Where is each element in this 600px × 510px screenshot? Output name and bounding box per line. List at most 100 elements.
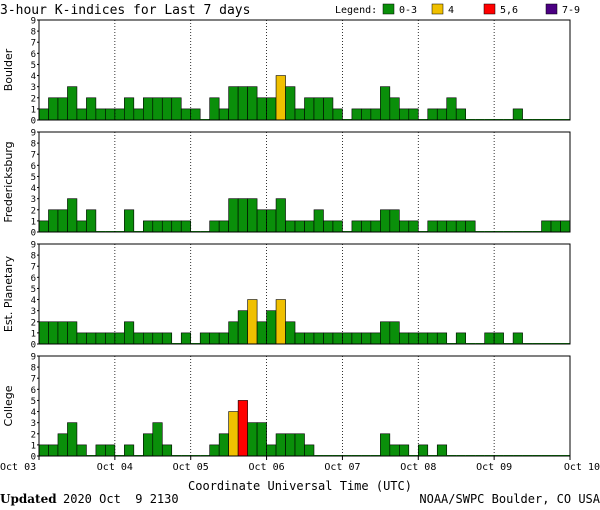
k-index-bar [105, 332, 116, 345]
station-label: Est. Planetary [2, 255, 15, 332]
k-index-bar [152, 332, 163, 345]
y-tick-label: 1 [31, 217, 36, 227]
y-tick-label: 4 [31, 184, 36, 194]
k-index-bar [209, 220, 220, 233]
panel-frame [38, 19, 571, 121]
y-tick-label: 8 [31, 252, 36, 262]
k-index-bar [57, 433, 68, 457]
station-label: Boulder [2, 48, 15, 91]
y-tick-label: 9 [31, 129, 36, 139]
y-tick-label: 0 [31, 453, 36, 463]
k-index-bar [304, 332, 315, 345]
k-index-bar [313, 332, 324, 345]
k-index-bar [48, 209, 59, 233]
k-index-bar [67, 321, 78, 345]
k-index-bar [427, 332, 438, 345]
k-index-bar [323, 220, 334, 233]
k-index-bar [323, 332, 334, 345]
k-index-bar [275, 75, 286, 121]
legend-swatch [431, 3, 444, 15]
k-index-bar [285, 86, 296, 121]
y-tick-label: 3 [31, 419, 36, 429]
k-index-bar [67, 86, 78, 121]
k-index-bar [436, 108, 448, 121]
y-tick-label: 1 [31, 441, 36, 451]
k-index-bar [285, 220, 296, 233]
chart-title: 3-hour K-indices for Last 7 days [0, 3, 250, 18]
y-tick-label: 5 [31, 285, 36, 295]
k-index-bar [247, 299, 258, 345]
k-index-bar [389, 97, 400, 121]
k-index-bar [152, 97, 163, 121]
y-tick-label: 2 [31, 206, 36, 216]
x-tick-label: Oct 04 [97, 462, 133, 473]
y-tick-label: 7 [31, 151, 36, 161]
k-index-bar [48, 444, 59, 457]
k-index-bar [389, 444, 400, 457]
k-index-bar [342, 332, 353, 345]
k-index-bar [180, 108, 192, 121]
y-tick-label: 7 [31, 39, 36, 49]
k-index-bar [455, 108, 466, 121]
k-index-bar [161, 444, 173, 457]
k-index-bar [266, 444, 277, 457]
k-index-bar [266, 310, 277, 345]
panels: 0123456789Boulder0123456789Fredericksbur… [2, 17, 571, 463]
legend-item-label: 7-9 [562, 5, 580, 16]
k-index-bar [218, 220, 229, 233]
k-index-bar [228, 321, 239, 345]
y-tick-label: 6 [31, 50, 36, 60]
k-index-bar [332, 332, 343, 345]
k-index-bar [143, 433, 154, 457]
k-index-bar [351, 220, 362, 233]
k-index-bar [209, 332, 220, 345]
k-index-bar [399, 108, 410, 121]
k-index-bar [541, 220, 552, 233]
panel-frame [38, 355, 571, 457]
k-index-bar [237, 310, 248, 345]
k-index-bar [266, 209, 277, 233]
x-tick-label: Oct 03 [0, 462, 36, 473]
y-tick-label: 2 [31, 430, 36, 440]
k-index-bar [427, 220, 438, 233]
x-tick-label: Oct 05 [173, 462, 209, 473]
k-index-bar [427, 108, 438, 121]
k-index-bar [484, 332, 495, 345]
k-index-bar [143, 97, 154, 121]
k-index-bar [143, 332, 154, 345]
k-index-bar [228, 86, 239, 121]
y-tick-label: 8 [31, 364, 36, 374]
x-axis-label: Coordinate Universal Time (UTC) [188, 479, 412, 493]
k-index-bar [370, 108, 381, 121]
x-tick-label: Oct 07 [324, 462, 360, 473]
k-index-bar [114, 332, 125, 345]
k-index-bar [417, 444, 429, 457]
k-index-bar [67, 422, 78, 457]
k-index-bar [124, 444, 135, 457]
k-index-bar [256, 97, 267, 121]
k-index-bar [171, 97, 182, 121]
y-tick-label: 4 [31, 72, 36, 82]
k-index-bar [361, 220, 372, 233]
k-index-bar [285, 321, 296, 345]
k-index-bar [105, 108, 116, 121]
k-index-bar [417, 332, 429, 345]
k-index-bar [38, 108, 49, 121]
k-index-bar [304, 444, 315, 457]
y-tick-label: 0 [31, 229, 36, 239]
k-index-bar [57, 97, 68, 121]
k-index-bar [436, 332, 448, 345]
y-tick-label: 8 [31, 28, 36, 38]
k-index-bar [256, 321, 267, 345]
legend-label: Legend: [335, 5, 377, 16]
k-index-bar [455, 332, 466, 345]
k-index-bar [370, 332, 381, 345]
k-index-bar [550, 220, 561, 233]
legend-swatch [382, 3, 395, 15]
k-index-bar [86, 97, 97, 121]
k-index-bar [380, 433, 391, 457]
k-index-bar [38, 220, 49, 233]
